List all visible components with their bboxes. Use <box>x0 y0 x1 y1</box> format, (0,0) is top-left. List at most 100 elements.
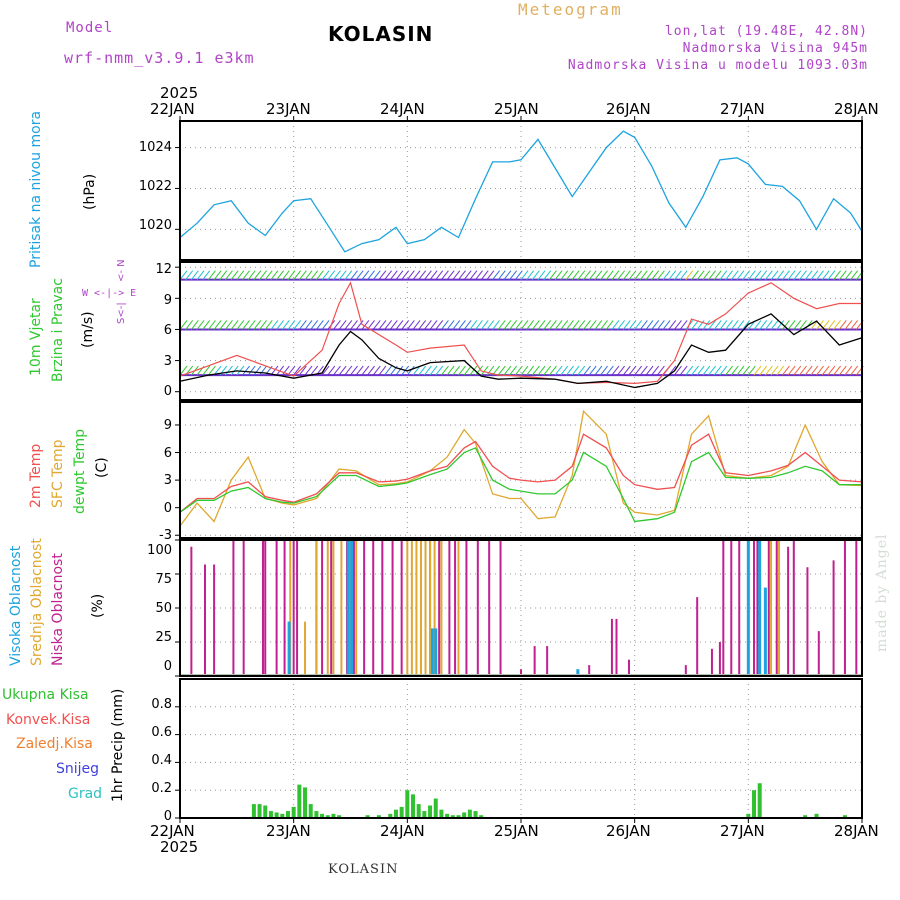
wind-barb-2-80 <box>634 365 643 376</box>
precip-bar-25 <box>428 805 433 818</box>
wind-barb-1-101 <box>753 320 762 330</box>
wind-barb-0-22 <box>304 270 313 280</box>
tick-w-6: 6 <box>163 323 172 338</box>
wind-barb-0-71 <box>583 270 591 280</box>
wind-barb-0-27 <box>333 270 341 280</box>
wind-barb-1-91 <box>696 320 705 330</box>
wind-barb-2-114 <box>827 365 836 376</box>
footer-station: KOLASIN <box>328 862 399 877</box>
wind-barb-1-109 <box>799 320 807 330</box>
wind-barb-0-12 <box>247 270 256 280</box>
wind-barb-1-105 <box>776 320 785 330</box>
tick-t-3: 3 <box>163 473 172 488</box>
date-top-2: 24JAN <box>380 100 425 118</box>
wind-barb-2-115 <box>833 365 841 376</box>
precip-bar-29 <box>450 815 455 818</box>
wind-barb-0-42 <box>418 270 427 280</box>
wind-barb-1-95 <box>719 320 728 330</box>
wind-barb-0-100 <box>747 270 756 280</box>
wind-barb-0-29 <box>344 270 353 280</box>
wind-barb-1-42 <box>418 320 427 330</box>
wind-barb-1-94 <box>713 320 722 330</box>
wind-barb-0-66 <box>554 270 563 280</box>
precip-bar-34 <box>479 815 484 818</box>
wind-barb-2-71 <box>583 365 591 376</box>
wind-barb-2-33 <box>367 365 375 376</box>
wind-barb-2-38 <box>395 365 404 376</box>
wind-barb-0-117 <box>844 270 853 280</box>
wind-barb-0-14 <box>259 270 267 280</box>
wind-barb-1-72 <box>588 320 597 330</box>
wind-barb-0-30 <box>350 270 358 280</box>
wind-barb-0-55 <box>492 270 500 280</box>
wind-barb-2-107 <box>787 365 796 376</box>
wind-barb-1-49 <box>458 320 466 330</box>
wind-barb-0-60 <box>520 270 529 280</box>
wind-barb-0-85 <box>662 270 671 280</box>
date-bottom-2: 24JAN <box>380 822 425 840</box>
date-bottom-3: 25JAN <box>494 822 539 840</box>
wind-barb-0-61 <box>526 270 535 280</box>
wind-barb-0-80 <box>634 270 643 280</box>
wind-barb-1-81 <box>639 320 648 330</box>
precip-bar-2 <box>263 805 268 818</box>
wind-barb-2-22 <box>304 365 313 376</box>
wind-barb-0-72 <box>588 270 597 280</box>
wind-barb-1-34 <box>372 320 381 330</box>
wind-barb-1-107 <box>787 320 796 330</box>
tick-t-m3: -3 <box>159 528 172 543</box>
wind-barb-2-51 <box>469 365 478 376</box>
wind-barb-2-75 <box>605 365 614 376</box>
wind-barb-1-41 <box>412 320 421 330</box>
legend-total-rain: Ukupna Kisa <box>2 687 89 703</box>
wind-barb-1-7 <box>219 320 228 330</box>
wind-barb-2-87 <box>674 365 682 376</box>
wind-barb-2-108 <box>793 365 802 376</box>
precip-bar-36 <box>752 790 757 818</box>
date-top-4: 26JAN <box>606 100 651 118</box>
wind-barb-0-99 <box>742 270 751 280</box>
wind-barb-0-10 <box>236 270 245 280</box>
wind-barb-1-48 <box>452 320 461 330</box>
wind-barb-1-50 <box>463 320 472 330</box>
tick-t-9: 9 <box>163 418 172 433</box>
precip-bar-24 <box>422 811 427 818</box>
wind-barb-2-27 <box>333 365 341 376</box>
wind-barb-2-61 <box>526 365 535 376</box>
wind-barb-0-76 <box>611 270 620 280</box>
wind-barb-0-73 <box>594 270 603 280</box>
wind-barb-1-62 <box>531 320 540 330</box>
wind-barb-0-26 <box>327 270 336 280</box>
wind-barb-2-98 <box>736 365 745 376</box>
wind-barb-1-53 <box>480 320 489 330</box>
wind-barb-2-77 <box>617 365 626 376</box>
tick-c-75: 75 <box>155 572 172 587</box>
wind-barb-1-51 <box>469 320 478 330</box>
wind-barb-0-108 <box>793 270 802 280</box>
wind-barb-2-110 <box>804 365 813 376</box>
wind-barb-0-7 <box>219 270 228 280</box>
wind-barb-1-31 <box>355 320 364 330</box>
wind-barb-0-109 <box>799 270 807 280</box>
wind-barb-2-19 <box>287 365 296 376</box>
precip-bar-16 <box>365 815 370 818</box>
chart-type-label: Meteogram <box>518 0 623 19</box>
wind-barb-1-47 <box>446 320 455 330</box>
wind-barb-1-79 <box>628 320 637 330</box>
wind-barb-1-98 <box>736 320 745 330</box>
wind-barb-1-80 <box>634 320 643 330</box>
wind-barb-0-39 <box>401 270 410 280</box>
wind-barb-0-54 <box>486 270 495 280</box>
tick-p-1024: 1024 <box>138 140 172 155</box>
wind-barb-1-85 <box>662 320 671 330</box>
wind-barb-2-43 <box>423 365 432 376</box>
wind-barb-2-53 <box>480 365 489 376</box>
wind-barb-2-66 <box>554 365 563 376</box>
tick-p-1020: 1020 <box>138 218 172 233</box>
wind-barb-0-83 <box>651 270 660 280</box>
wind-gust-line <box>179 281 862 385</box>
wind-barb-1-65 <box>549 320 557 330</box>
wind-barb-1-23 <box>310 320 319 330</box>
wind-barb-0-32 <box>361 270 370 280</box>
